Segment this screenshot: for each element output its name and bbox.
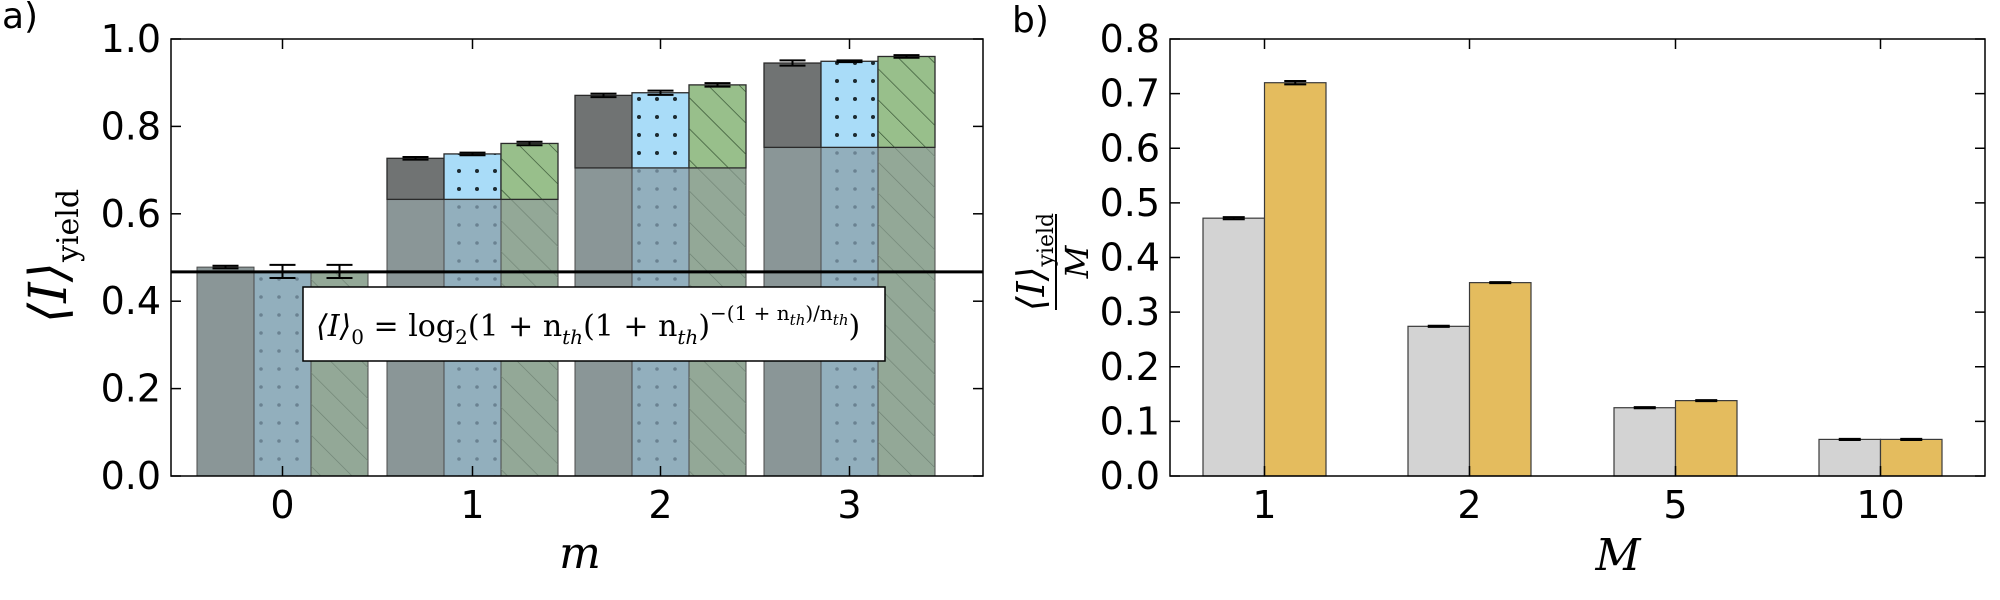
- panel-b-y-axis-label: ⟨I⟩yield M: [1009, 213, 1096, 311]
- panel-b-xtick-label: 1: [1252, 483, 1276, 527]
- bar-m3-solid-top: [763, 62, 822, 149]
- bar-m2-dotted-top-pattern: [632, 92, 689, 168]
- bar-M5-gold: [1674, 400, 1738, 477]
- panel-b-ytick-label: 0.2: [1100, 345, 1160, 389]
- panel-a-y-axis-label: ⟨I⟩yield: [19, 189, 86, 323]
- panel-a-xtick-label: 3: [837, 483, 861, 527]
- panel-b-ytick-label: 0.3: [1100, 290, 1160, 334]
- panel-b-ytick-label: 0.5: [1100, 181, 1160, 225]
- panel-a-label: a): [2, 0, 38, 37]
- panel-a-xtick-label: 0: [270, 483, 294, 527]
- bar-M10-gray: [1818, 438, 1882, 477]
- bar-M2-gold: [1468, 282, 1532, 477]
- panel-b-ticks: 0.0 0.1 0.2 0.3 0.4 0.5 0.6 0.7 0.8 1 2 5 10: [1100, 17, 1985, 527]
- panel-a-ytick-label: 1.0: [101, 17, 161, 61]
- bar-M2-gray: [1407, 325, 1471, 477]
- panel-b-label: b): [1012, 0, 1049, 41]
- panel-a-ytick-label: 0.6: [101, 192, 161, 236]
- bar-M1-gold: [1263, 82, 1327, 477]
- formula-box: ⟨I⟩0 = log2(1 + nth(1 + nth)−(1 + nth)/n…: [302, 286, 886, 362]
- panel-b-ytick-label: 0.4: [1100, 236, 1160, 280]
- panel-a-error-bars: [212, 54, 920, 280]
- bar-m1-solid-top: [386, 157, 445, 201]
- bar-m3-dotted-top-pattern: [821, 61, 878, 148]
- bar-m0-dotted-base-pattern: [254, 271, 311, 476]
- panel-b-xtick-label: 5: [1663, 483, 1687, 527]
- panel-a-xtick-label: 2: [648, 483, 672, 527]
- panel-a-xtick-label: 1: [460, 483, 484, 527]
- formula-box-frame: [302, 286, 886, 362]
- bar-m0-solid-base: [196, 266, 255, 477]
- bar-m2-hatched-top-pattern: [689, 84, 746, 168]
- panel-b-ytick-label: 0.1: [1100, 399, 1160, 443]
- panel-a-ytick-label: 0.4: [101, 279, 161, 323]
- panel-b-y-label-denominator: M: [1058, 244, 1096, 279]
- panel-b-x-axis-label: M: [1594, 530, 1641, 581]
- panel-b-y-label-numerator: ⟨I⟩yield: [1009, 213, 1059, 311]
- panel-a-ytick-label: 0.2: [101, 367, 161, 411]
- bar-m3-hatched-base-pattern: [878, 147, 935, 476]
- panel-b-ytick-label: 0.0: [1100, 454, 1160, 498]
- bar-m3-hatched-top-pattern: [878, 56, 935, 148]
- formula-text: ⟨I⟩0 = log2(1 + nth(1 + nth)−(1 + nth)/n…: [316, 301, 860, 349]
- panel-a-x-axis-label: m: [559, 528, 601, 579]
- bar-m1-hatched-top-pattern: [501, 143, 558, 200]
- panel-a-ytick-label: 0.0: [101, 454, 161, 498]
- panel-b-error-bars: [1222, 80, 1923, 441]
- panel-a-bars: [196, 55, 936, 477]
- panel-b-bars: [1202, 82, 1943, 477]
- panel-a-axes-frame: [170, 38, 984, 477]
- panel-a-ytick-label: 0.8: [101, 104, 161, 148]
- bar-m1-dotted-top-pattern: [444, 153, 501, 200]
- panel-a-ticks: 0.0 0.2 0.4 0.6 0.8 1.0 0 1 2 3: [101, 17, 983, 527]
- bar-m2-solid-top: [574, 94, 633, 169]
- panel-b-xtick-label: 2: [1457, 483, 1481, 527]
- panel-b-ytick-label: 0.6: [1100, 126, 1160, 170]
- bar-M10-gold: [1879, 438, 1943, 477]
- panel-b-ytick-label: 0.7: [1100, 72, 1160, 116]
- panel-b-ytick-label: 0.8: [1100, 17, 1160, 61]
- panel-b-xtick-label: 10: [1856, 483, 1904, 527]
- bar-M1-gray: [1202, 217, 1266, 477]
- bar-M5-gray: [1613, 407, 1677, 477]
